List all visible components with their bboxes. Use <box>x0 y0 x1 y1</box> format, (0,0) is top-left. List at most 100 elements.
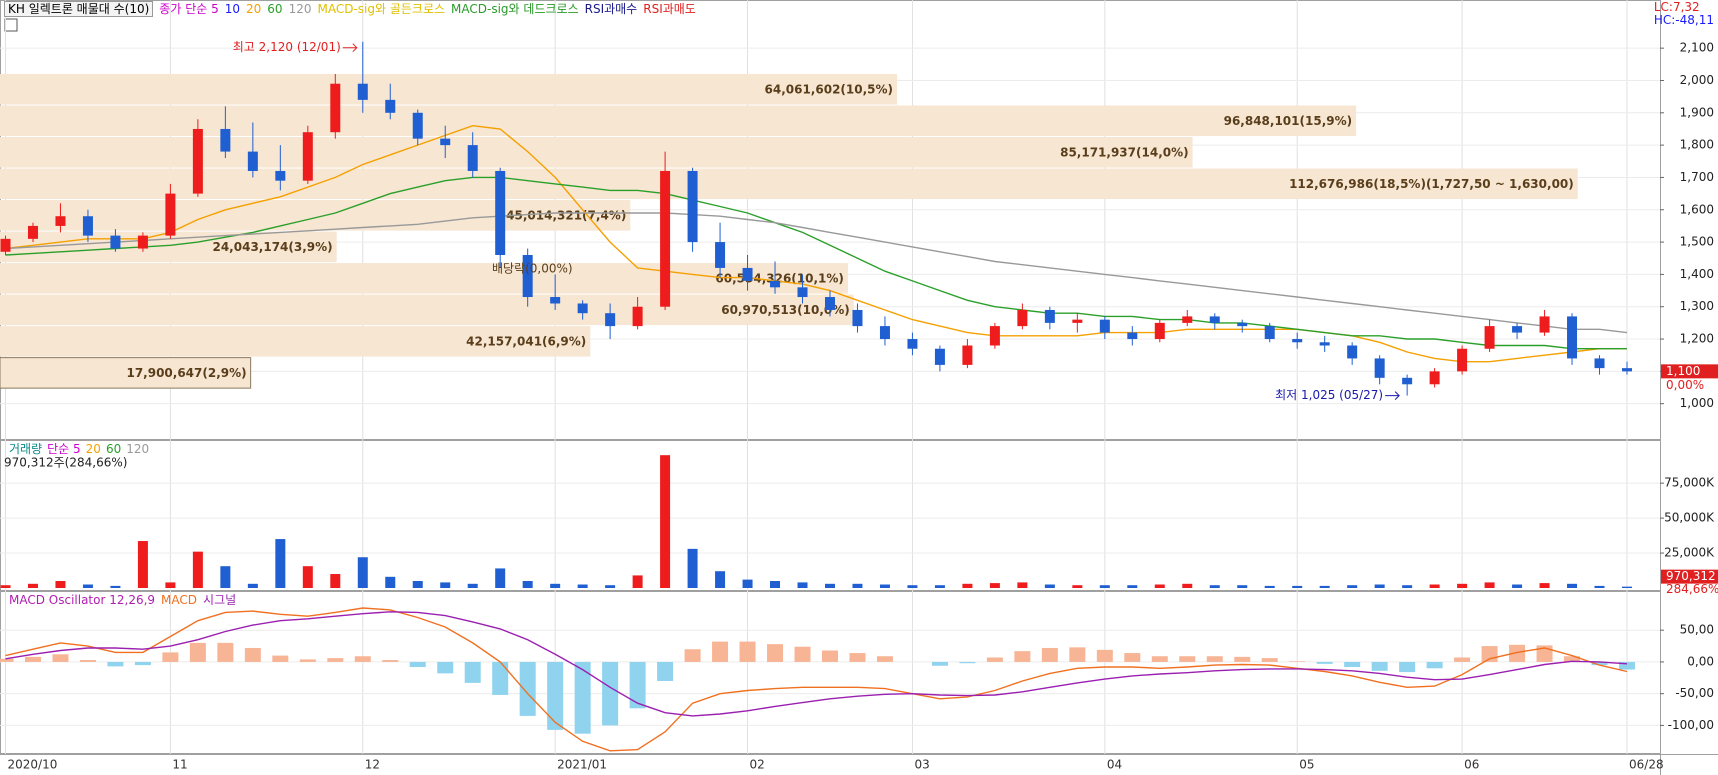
hc-label: HC:-48,11 <box>1653 13 1714 27</box>
volume-bar <box>1292 585 1303 588</box>
x-tick-label: 04 <box>1107 758 1122 772</box>
oscillator-bar <box>629 661 646 709</box>
volume-bar <box>577 584 588 588</box>
volume-bar <box>1512 584 1523 588</box>
volume-bar <box>1044 584 1055 588</box>
candle-body <box>1099 319 1110 333</box>
oscillator-bar <box>382 660 399 662</box>
candle-body <box>412 112 423 139</box>
volume-bar <box>1072 585 1083 588</box>
annotation-arrow <box>1385 391 1400 400</box>
volume-bar <box>1347 585 1358 588</box>
oscillator-bar <box>821 650 838 662</box>
volume-bar <box>962 583 973 588</box>
oscillator-bar <box>492 661 509 695</box>
volume-bar <box>1182 583 1193 588</box>
legend-item: RSI과매도 <box>643 2 696 16</box>
oscillator-bar <box>52 654 69 662</box>
oscillator-bar <box>24 656 41 662</box>
volume-bar <box>605 585 616 588</box>
moving-average-line <box>5 212 1628 334</box>
volume-profile-label: 42,157,041(6,9%) <box>466 334 586 348</box>
x-tick-label: 2020/10 <box>8 758 58 772</box>
volume-bar <box>852 583 863 588</box>
candle-body <box>962 345 973 365</box>
volume-profile-label: 96,848,101(15,9%) <box>1224 114 1353 128</box>
volume-bar <box>934 585 945 588</box>
oscillator-bar <box>1206 656 1223 662</box>
volume-profile-label: 24,043,174(3,9%) <box>212 240 332 254</box>
volume-profile-band <box>0 168 1578 200</box>
candle-body <box>522 255 533 298</box>
oscillator-bar <box>739 641 756 662</box>
legend-item: 20 <box>86 442 101 456</box>
y-tick-label: 75,000K <box>1664 476 1715 490</box>
candle-body <box>165 193 176 236</box>
macd-line <box>5 607 1628 752</box>
legend-item: 60 <box>267 2 283 16</box>
candle-body <box>1044 309 1055 323</box>
oscillator-bar <box>1124 653 1141 662</box>
volume-bar <box>1099 585 1110 588</box>
y-tick-label: 1,300 <box>1680 299 1714 313</box>
panel-legend: MACD Oscillator 12,26,9 MACD 시그널 <box>9 593 236 607</box>
volume-bar <box>385 576 396 588</box>
volume-bar <box>27 583 38 588</box>
toolbar-icon <box>4 18 18 32</box>
volume-bar <box>357 557 368 588</box>
oscillator-bar <box>1619 661 1635 670</box>
candle-body <box>742 267 753 281</box>
candle-body <box>1429 371 1440 385</box>
oscillator-bar <box>1261 658 1278 662</box>
candle-body <box>1264 326 1275 340</box>
panel-subtitle: 970,312주(284,66%) <box>4 456 127 470</box>
candle-body <box>357 83 368 100</box>
volume-bar <box>220 566 231 588</box>
legend-item: MACD <box>161 593 197 607</box>
candle-body <box>1347 345 1358 359</box>
candle-body <box>247 151 258 171</box>
volume-bar <box>770 581 781 588</box>
volume-profile-label: 64,061,602(10,5%) <box>765 82 894 96</box>
candle-body <box>1457 348 1468 372</box>
volume-bar <box>1539 583 1550 588</box>
oscillator-bar <box>1454 657 1471 662</box>
candle-body <box>1072 319 1083 323</box>
candle-body <box>1319 342 1330 346</box>
volume-bar <box>742 579 753 588</box>
x-tick-label: 2021/01 <box>557 758 607 772</box>
candle-body <box>989 326 1000 346</box>
volume-bar <box>1264 585 1275 588</box>
y-tick-label: 1,800 <box>1680 138 1714 152</box>
candle-body <box>577 303 588 314</box>
oscillator-bar <box>189 642 206 662</box>
oscillator-bar <box>244 647 261 662</box>
oscillator-bar <box>574 661 591 734</box>
volume-bar <box>82 584 93 588</box>
candle-body <box>1209 316 1220 323</box>
candle-body <box>770 280 781 288</box>
legend-item: 10 <box>224 2 241 16</box>
candle-body <box>879 326 890 340</box>
oscillator-bar <box>1289 661 1306 662</box>
x-tick-label: 06/28 <box>1629 758 1664 772</box>
y-tick-label: -100,00 <box>1668 718 1714 732</box>
volume-bar <box>715 571 726 588</box>
legend-item: 120 <box>126 442 149 456</box>
legend-item: 시그널 <box>203 593 236 607</box>
y-tick-label: 1,400 <box>1680 267 1714 281</box>
volume-bar <box>797 582 808 588</box>
y-tick-label: 1,500 <box>1680 235 1714 249</box>
oscillator-bar <box>986 657 1003 662</box>
volume-bar <box>1154 584 1165 588</box>
change-label: 284,66% <box>1666 582 1718 596</box>
y-tick-label: 1,600 <box>1680 202 1714 216</box>
oscillator-bar <box>1344 661 1361 668</box>
candle-body <box>385 99 396 113</box>
volume-profile-label: 85,171,937(14,0%) <box>1060 145 1189 159</box>
panel <box>0 440 1661 591</box>
volume-profile-label: 17,900,647(2,9%) <box>126 366 246 380</box>
y-tick-label: 1,900 <box>1680 105 1714 119</box>
volume-bar <box>1374 584 1385 588</box>
y-tick-label: 2,000 <box>1680 73 1714 87</box>
